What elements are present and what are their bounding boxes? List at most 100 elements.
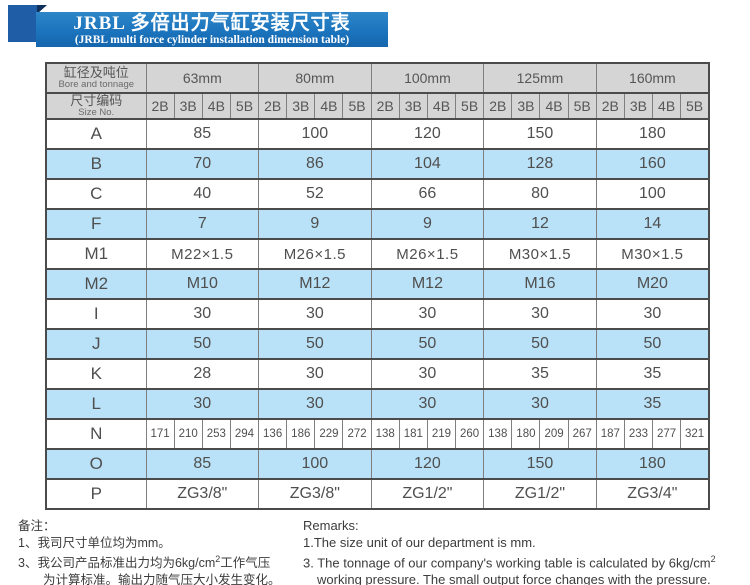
table-row: F 7 9 9 12 14 <box>45 208 710 240</box>
notes-zh-line3-tail: 工作气压 <box>220 556 271 571</box>
row-label: B <box>45 148 147 180</box>
bore-header-cell: 125mm <box>483 62 597 94</box>
dim-cell: 180 <box>595 448 710 480</box>
table-row: M1 M22×1.5 M26×1.5 M26×1.5 M30×1.5 M30×1.5 <box>45 238 710 270</box>
dim-cell: 50 <box>370 328 485 360</box>
dim-cell: 28 <box>145 358 260 390</box>
row-label: I <box>45 298 147 330</box>
dim-cell: 30 <box>370 358 485 390</box>
dim-subcell: 229 <box>314 418 344 450</box>
size-code-cell: 5B <box>567 92 597 120</box>
dim-cell: ZG3/8" <box>258 478 372 510</box>
table-row: M2 M10 M12 M12 M16 M20 <box>45 268 710 300</box>
dim-subcell: 277 <box>652 418 682 450</box>
dim-subcell: 321 <box>680 418 710 450</box>
dim-subcell: 138 <box>370 418 400 450</box>
dim-cell: 100 <box>258 448 372 480</box>
table-row: L 30 30 30 30 35 <box>45 388 710 420</box>
size-code-cell: 3B <box>398 92 428 120</box>
size-code-cell: 4B <box>426 92 457 120</box>
table-row: K 28 30 30 35 35 <box>45 358 710 390</box>
dim-cell: 100 <box>595 178 710 210</box>
table-row: O 85 100 120 150 180 <box>45 448 710 480</box>
dim-cell: 12 <box>483 208 597 240</box>
dim-cell: 9 <box>258 208 372 240</box>
dim-cell: 30 <box>258 298 372 330</box>
notes-en-line1: 1.The size unit of our department is mm. <box>303 534 536 550</box>
dim-cell: 14 <box>595 208 710 240</box>
size-code-cell: 3B <box>286 92 316 120</box>
dim-cell: 35 <box>595 388 710 420</box>
dim-cell: M26×1.5 <box>258 238 372 270</box>
dim-cell: 30 <box>483 298 597 330</box>
ribbon-fold-icon <box>37 5 47 14</box>
size-code-cell: 5B <box>680 92 710 120</box>
bore-header-cell: 160mm <box>595 62 710 94</box>
row-label: F <box>45 208 147 240</box>
header-row-size-codes: 尺寸编码 Size No. 2B 3B 4B 5B 2B 3B 4B 5B 2B 3B 4B 5B 2B 3B… <box>45 92 710 120</box>
corner-cell: 缸径及吨位 Bore and tonnage <box>45 62 147 94</box>
dim-subcell: 210 <box>173 418 203 450</box>
size-code-cell: 4B <box>314 92 344 120</box>
dim-cell: 35 <box>595 358 710 390</box>
notes-en-superscript: 2 <box>710 554 716 564</box>
row-label: N <box>45 418 147 450</box>
dim-subcell: 260 <box>455 418 485 450</box>
size-code-cell: 2B <box>145 92 175 120</box>
bore-header-cell: 63mm <box>145 62 260 94</box>
dim-cell: 30 <box>258 358 372 390</box>
page-title-zh: JRBL 多倍出力气缸安装尺寸表 <box>73 13 351 34</box>
notes-en-heading: Remarks: <box>303 518 359 533</box>
notes-zh-superscript: 2 <box>215 554 221 564</box>
dim-cell: M16 <box>483 268 597 300</box>
row-label: A <box>45 118 147 150</box>
dimension-table: 缸径及吨位 Bore and tonnage 63mm 80mm 100mm 125mm 1… <box>45 62 710 510</box>
row-label: M1 <box>45 238 147 270</box>
table-row: J 50 50 50 50 50 <box>45 328 710 360</box>
dim-cell: 30 <box>595 298 710 330</box>
header-label-en: Size No. <box>78 107 115 118</box>
dim-cell: 35 <box>483 358 597 390</box>
dim-cell: 100 <box>258 118 372 150</box>
dim-cell: 30 <box>483 388 597 420</box>
dim-cell: M22×1.5 <box>145 238 260 270</box>
table-row: I 30 30 30 30 30 <box>45 298 710 330</box>
dim-cell: 52 <box>258 178 372 210</box>
dim-cell: 66 <box>370 178 485 210</box>
row-label: C <box>45 178 147 210</box>
dim-cell: M30×1.5 <box>595 238 710 270</box>
dim-cell: 120 <box>370 448 485 480</box>
size-code-cell: 4B <box>539 92 569 120</box>
dim-cell: ZG1/2" <box>370 478 485 510</box>
dim-cell: ZG1/2" <box>483 478 597 510</box>
dim-cell: ZG3/4" <box>595 478 710 510</box>
dim-subcell: 294 <box>229 418 260 450</box>
size-code-cell: 5B <box>342 92 372 120</box>
dim-cell: M20 <box>595 268 710 300</box>
dim-cell: 30 <box>145 298 260 330</box>
dim-cell: 86 <box>258 148 372 180</box>
row-label: L <box>45 388 147 420</box>
dim-subcell: 171 <box>145 418 175 450</box>
header-label-en: Bore and tonnage <box>58 79 135 90</box>
dim-cell: 40 <box>145 178 260 210</box>
table-row: P ZG3/8" ZG3/8" ZG1/2" ZG1/2" ZG3/4" <box>45 478 710 510</box>
header-label-zh: 缸径及吨位 <box>63 65 129 80</box>
dim-cell: 85 <box>145 448 260 480</box>
notes-zh-line3: 3、我公司产品标准出力均为6kg/cm2工作气压 <box>18 551 293 572</box>
notes-zh-line3-text: 3、我公司产品标准出力均为6kg/cm <box>18 556 216 571</box>
notes-en-line3: 3. The tonnage of our company's working … <box>303 551 743 572</box>
notes-zh-line4: 为计算标准。输出力随气压大小发生变化。 <box>43 572 281 585</box>
dim-cell: 128 <box>483 148 597 180</box>
dim-subcell: 138 <box>483 418 513 450</box>
notes-en-line4: working pressure. The small output force… <box>317 571 711 585</box>
size-code-cell: 3B <box>173 92 203 120</box>
notes-english: Remarks: 1.The size unit of our departme… <box>303 518 743 585</box>
table-row: B 70 86 104 128 160 <box>45 148 710 180</box>
dim-cell: ZG3/8" <box>145 478 260 510</box>
dim-subcell: 180 <box>511 418 541 450</box>
dim-cell: 30 <box>370 298 485 330</box>
dim-cell: M12 <box>258 268 372 300</box>
table-body: A 85 100 120 150 180 B 70 86 104 128 160 C 40 52 66 80 10… <box>45 118 710 510</box>
